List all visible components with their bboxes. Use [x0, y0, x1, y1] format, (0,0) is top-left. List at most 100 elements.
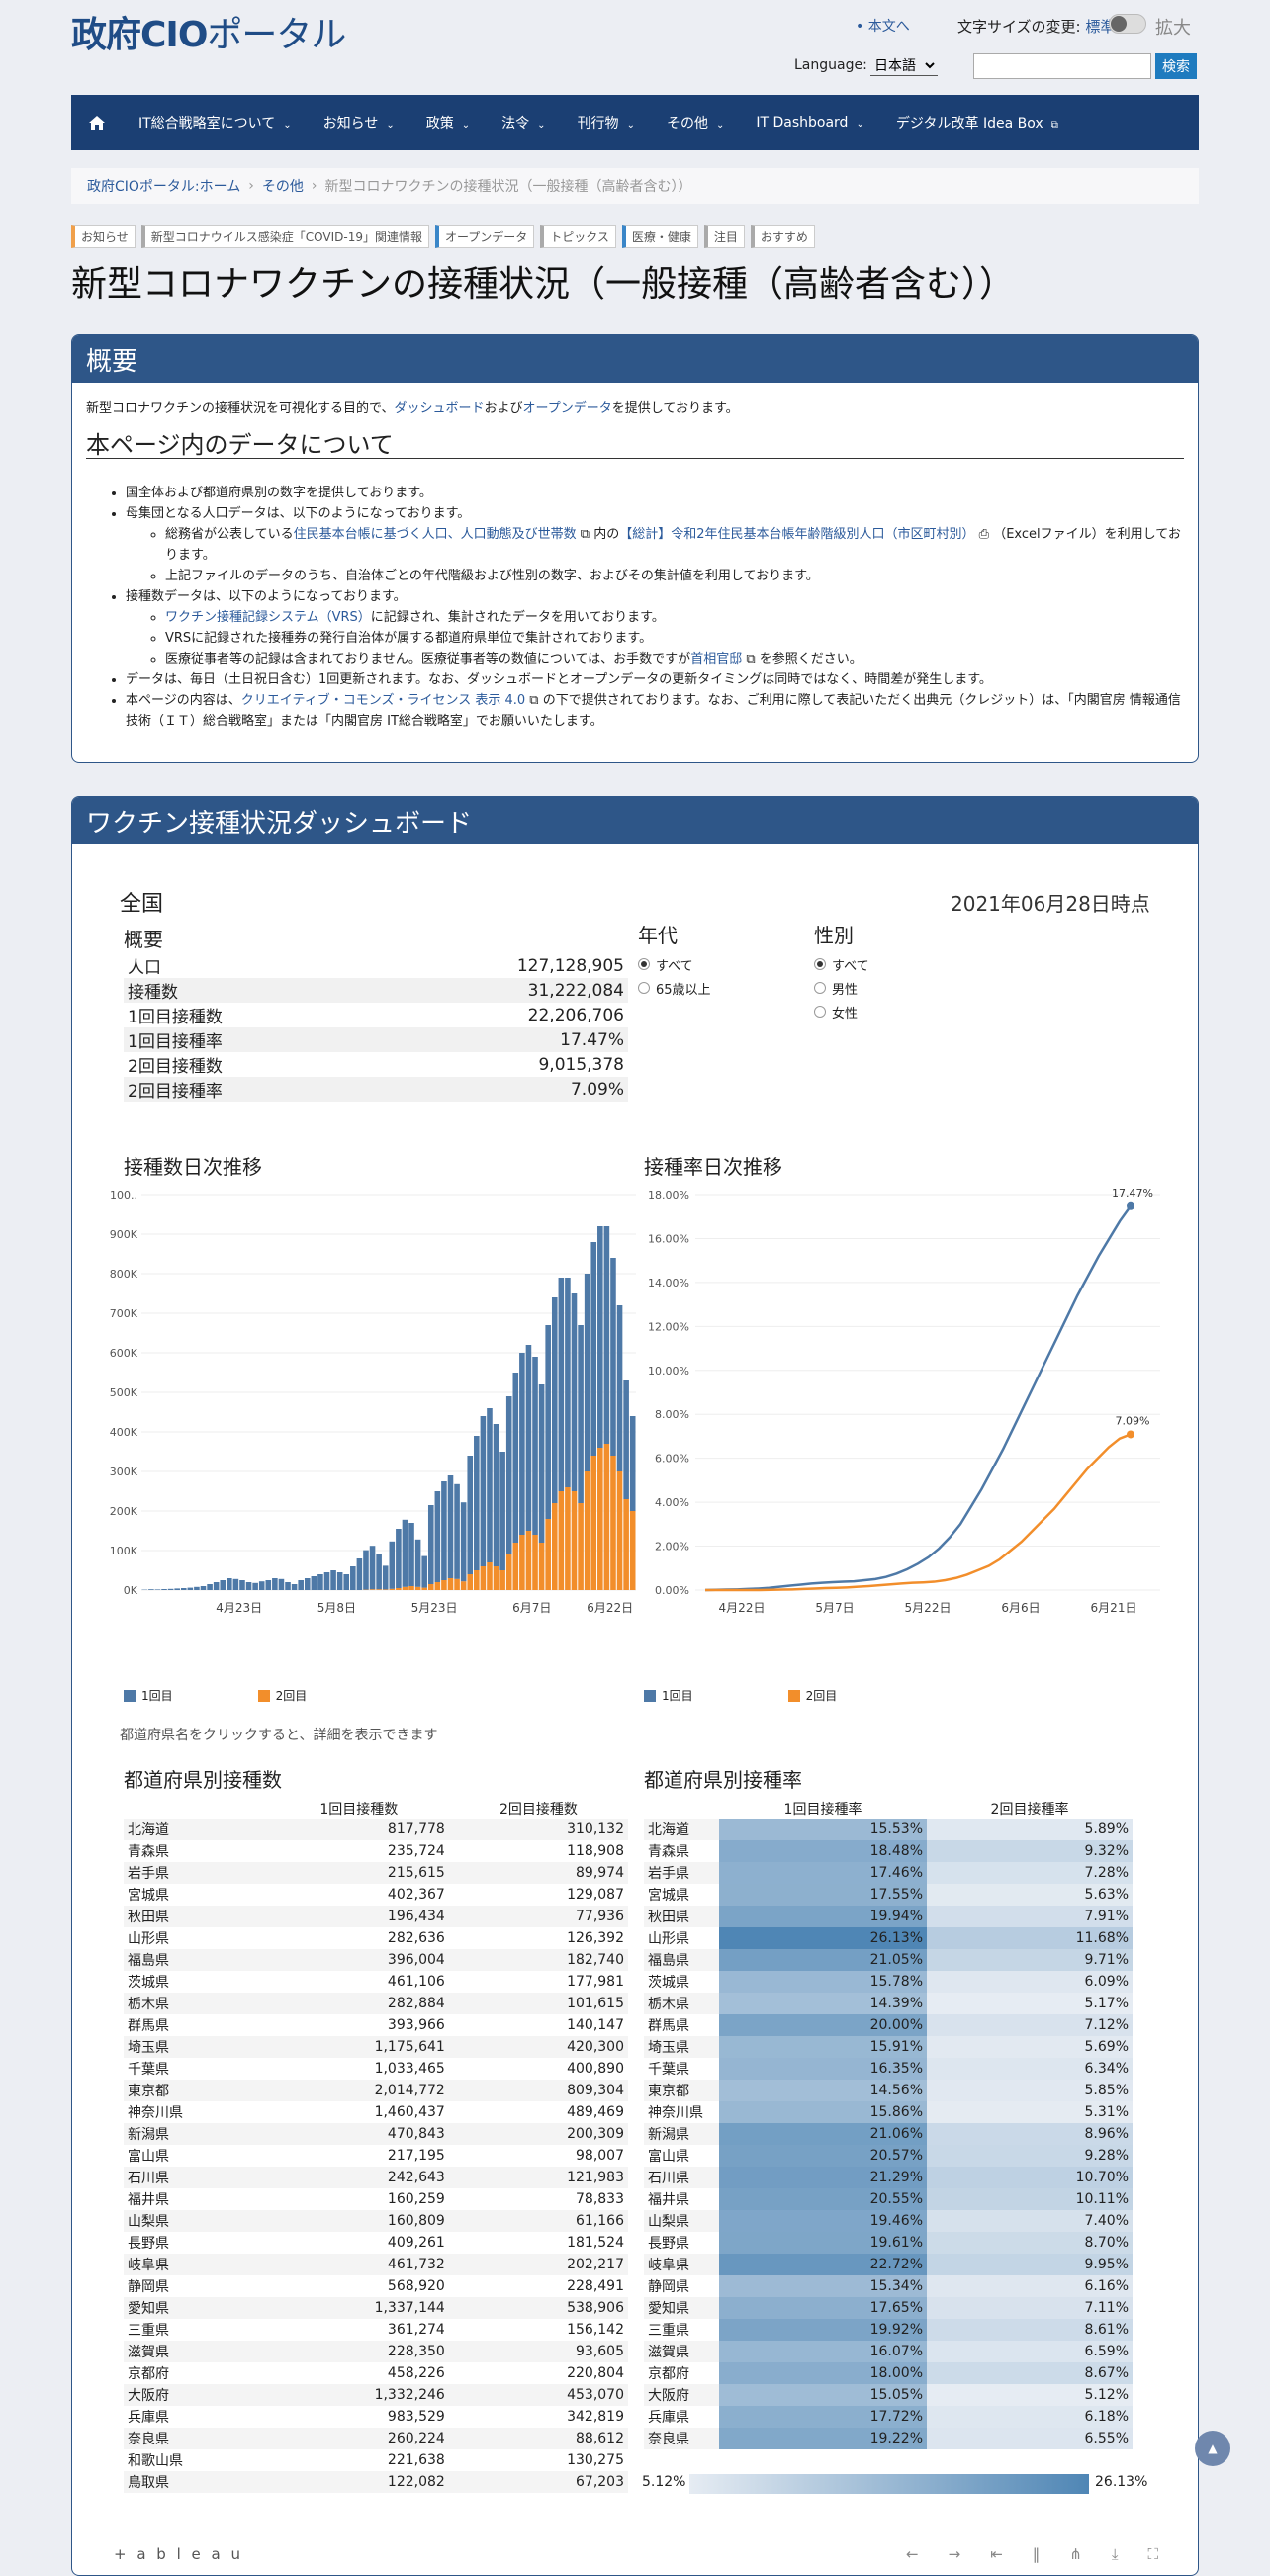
pref-name[interactable]: 大阪府 — [124, 2384, 269, 2406]
daily-rate-line-chart[interactable]: 0.00%2.00%4.00%6.00%8.00%10.00%12.00%14.… — [636, 1181, 1180, 1636]
end-point[interactable] — [1127, 1202, 1134, 1210]
bar-dose1[interactable] — [630, 1416, 636, 1511]
home-icon[interactable] — [71, 95, 123, 150]
radio-button[interactable] — [638, 982, 650, 994]
bar-dose1[interactable] — [617, 1305, 623, 1471]
bar-dose1[interactable] — [148, 1589, 154, 1590]
pref-name[interactable]: 長野県 — [644, 2232, 719, 2254]
pref-name[interactable]: 和歌山県 — [124, 2449, 269, 2471]
font-size-large-label[interactable]: 拡大 — [1155, 14, 1191, 40]
bar-dose1[interactable] — [539, 1384, 545, 1543]
pref-name[interactable]: 福島県 — [124, 1949, 269, 1971]
bar-dose2[interactable] — [435, 1582, 441, 1590]
bar-dose2[interactable] — [604, 1444, 610, 1590]
bar-dose2[interactable] — [565, 1487, 571, 1590]
bar-dose1[interactable] — [324, 1572, 330, 1590]
search-input[interactable] — [973, 53, 1151, 79]
bar-dose1[interactable] — [499, 1452, 505, 1570]
pref-name[interactable]: 千葉県 — [644, 2058, 719, 2080]
bar-dose1[interactable] — [350, 1566, 356, 1590]
bar-dose1[interactable] — [403, 1520, 408, 1587]
font-size-toggle[interactable] — [1109, 14, 1146, 34]
bar-dose2[interactable] — [396, 1588, 402, 1590]
bar-dose2[interactable] — [552, 1503, 558, 1590]
pref-name[interactable]: 茨城県 — [644, 1971, 719, 1993]
bar-dose1[interactable] — [259, 1581, 265, 1590]
bar-dose1[interactable] — [623, 1380, 629, 1499]
bar-dose2[interactable] — [590, 1456, 596, 1590]
bar-dose2[interactable] — [383, 1589, 389, 1590]
pref-name[interactable]: 神奈川県 — [124, 2101, 269, 2123]
bar-dose1[interactable] — [421, 1556, 427, 1588]
bar-dose1[interactable] — [363, 1551, 369, 1590]
bar-dose1[interactable] — [545, 1325, 551, 1519]
pref-name[interactable]: 埼玉県 — [124, 2036, 269, 2058]
pref-name[interactable]: 滋賀県 — [644, 2341, 719, 2362]
pref-name[interactable]: 山梨県 — [644, 2210, 719, 2232]
bar-dose2[interactable] — [487, 1562, 493, 1590]
pref-name[interactable]: 奈良県 — [124, 2428, 269, 2449]
bar-dose2[interactable] — [428, 1584, 434, 1590]
pref-name[interactable]: 群馬県 — [644, 2014, 719, 2036]
pref-name[interactable]: 秋田県 — [124, 1906, 269, 1927]
breadcrumb-other[interactable]: その他 — [262, 176, 304, 196]
bar-dose1[interactable] — [597, 1226, 603, 1448]
bar-dose1[interactable] — [343, 1574, 349, 1590]
pref-name[interactable]: 岩手県 — [644, 1862, 719, 1884]
pref-name[interactable]: 兵庫県 — [644, 2406, 719, 2428]
bar-dose1[interactable] — [494, 1424, 499, 1566]
bar-dose2[interactable] — [617, 1471, 623, 1590]
pref-name[interactable]: 福井県 — [644, 2188, 719, 2210]
bar-dose2[interactable] — [376, 1589, 382, 1590]
pref-name[interactable]: 埼玉県 — [644, 2036, 719, 2058]
radio-button[interactable] — [814, 958, 826, 970]
bar-dose1[interactable] — [312, 1576, 318, 1590]
bar-dose1[interactable] — [168, 1589, 174, 1590]
pref-name[interactable]: 千葉県 — [124, 2058, 269, 2080]
pref-name[interactable]: 秋田県 — [644, 1906, 719, 1927]
bar-dose1[interactable] — [590, 1242, 596, 1456]
bar-dose2[interactable] — [545, 1519, 551, 1590]
tag-badge[interactable]: 医療・健康 — [622, 225, 698, 248]
bar-dose1[interactable] — [266, 1580, 272, 1590]
pref-name[interactable]: 新潟県 — [644, 2123, 719, 2145]
bar-dose1[interactable] — [376, 1554, 382, 1589]
radio-button[interactable] — [814, 982, 826, 994]
pref-name[interactable]: 京都府 — [644, 2362, 719, 2384]
download-icon[interactable]: ⤓ — [1112, 2545, 1119, 2563]
bar-dose1[interactable] — [252, 1583, 258, 1590]
license-link[interactable]: クリエイティブ・コモンズ・ライセンス 表示 4.0 — [241, 693, 525, 708]
bar-dose1[interactable] — [572, 1293, 578, 1491]
series-line-dose2[interactable] — [705, 1434, 1131, 1590]
bar-dose1[interactable] — [461, 1502, 467, 1581]
revert-icon[interactable]: ⇤ — [990, 2545, 1003, 2563]
bar-dose2[interactable] — [513, 1543, 519, 1590]
redo-icon[interactable]: → — [949, 2545, 961, 2563]
site-logo[interactable]: 政府CIOポータル — [71, 6, 345, 57]
bar-dose1[interactable] — [285, 1582, 291, 1590]
bar-dose1[interactable] — [396, 1529, 402, 1588]
bar-dose1[interactable] — [330, 1570, 336, 1590]
